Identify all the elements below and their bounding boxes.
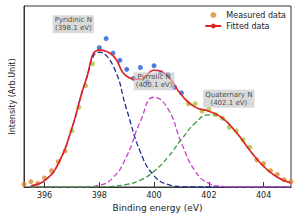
svg-text:396: 396 xyxy=(37,191,52,200)
svg-text:(400.1 eV): (400.1 eV) xyxy=(136,81,173,89)
svg-text:398: 398 xyxy=(92,191,107,200)
svg-text:Pyridinic N: Pyridinic N xyxy=(55,16,92,24)
svg-text:402: 402 xyxy=(201,191,216,200)
svg-text:(398.1 eV): (398.1 eV) xyxy=(55,24,92,32)
svg-text:Fitted data: Fitted data xyxy=(226,22,269,31)
svg-text:(402.1 eV): (402.1 eV) xyxy=(210,99,247,107)
svg-text:Quaternary N: Quaternary N xyxy=(205,91,252,99)
svg-text:Measured data: Measured data xyxy=(226,11,286,20)
svg-text:Pyrrolic N: Pyrrolic N xyxy=(137,73,170,81)
svg-text:404: 404 xyxy=(256,191,271,200)
svg-text:Intensity (Arb.Unit): Intensity (Arb.Unit) xyxy=(8,58,17,134)
svg-text:400: 400 xyxy=(146,191,161,200)
svg-text:Binding energy (eV): Binding energy (eV) xyxy=(113,203,203,213)
